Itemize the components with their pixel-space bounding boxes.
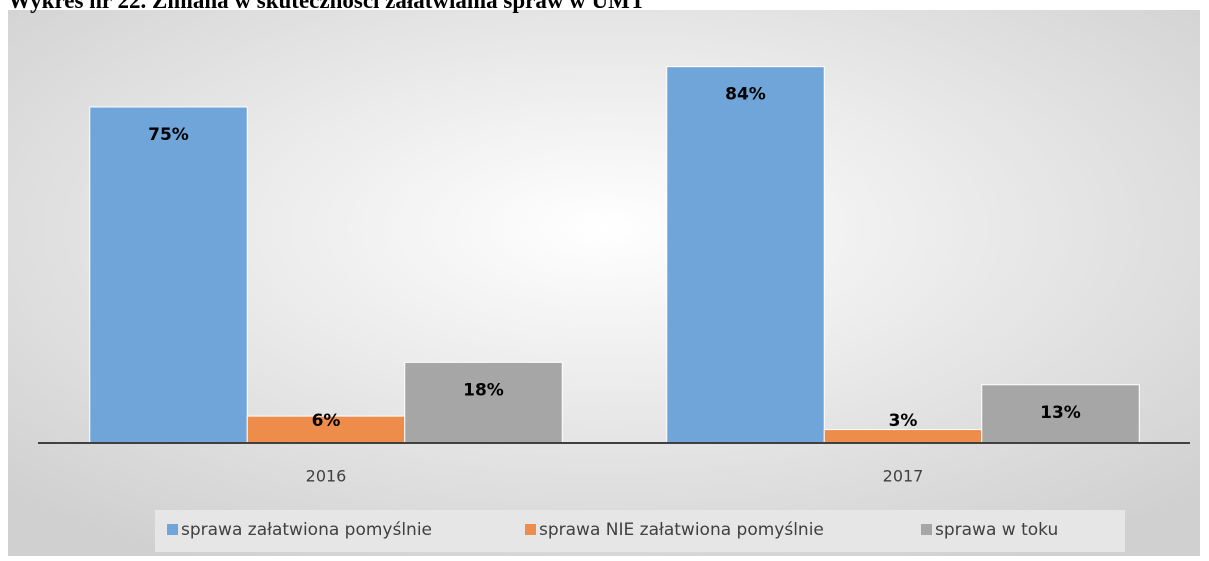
legend-label: sprawa w toku <box>935 520 1058 540</box>
x-tick-label: 2016 <box>306 467 347 486</box>
bar <box>89 106 248 444</box>
bar <box>404 361 563 444</box>
chart-title: Wykres nr 22. Zmiana w skuteczności zała… <box>8 0 645 13</box>
bar <box>823 429 983 444</box>
legend-label: sprawa NIE załatwiona pomyślnie <box>539 520 824 540</box>
data-label: 84% <box>725 85 766 105</box>
x-tick-label: 2017 <box>883 467 924 486</box>
data-label: 13% <box>1040 403 1081 423</box>
data-label: 75% <box>148 125 189 145</box>
legend-box <box>155 510 1125 552</box>
legend-swatch <box>921 524 932 535</box>
legend-swatch <box>167 524 178 535</box>
bar <box>981 384 1140 444</box>
data-label: 3% <box>889 411 918 431</box>
data-label: 18% <box>463 380 504 400</box>
legend-swatch <box>525 524 536 535</box>
bar <box>666 66 825 444</box>
legend-label: sprawa załatwiona pomyślnie <box>181 520 432 540</box>
data-label: 6% <box>312 411 341 431</box>
